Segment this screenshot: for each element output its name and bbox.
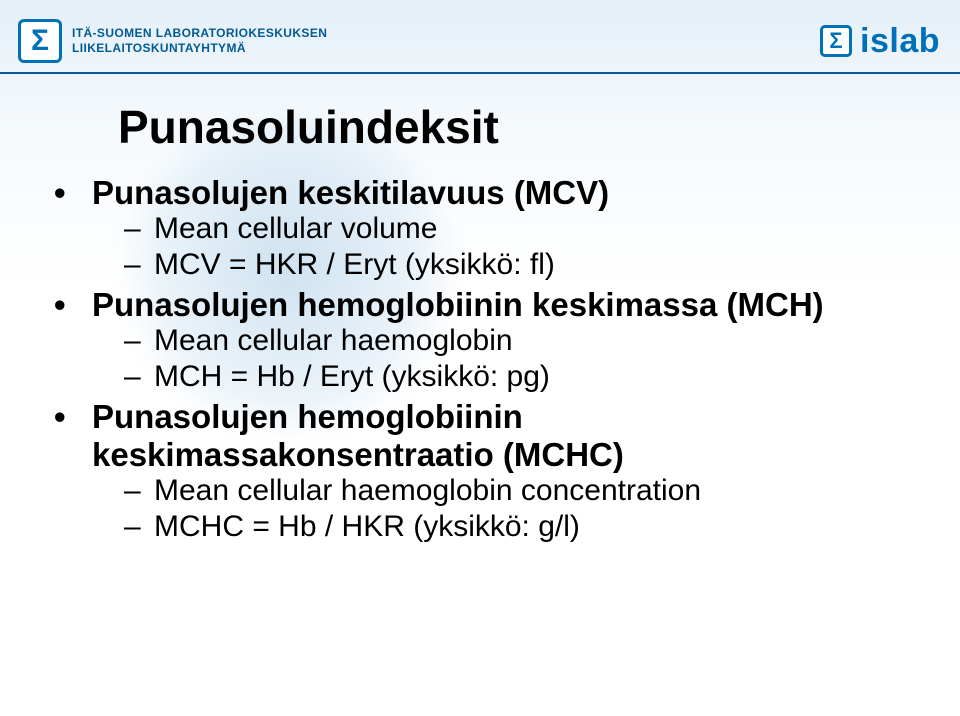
sigma-small-icon: Σ — [820, 25, 852, 57]
sub-item: MCH = Hb / Eryt (yksikkö: pg) — [124, 360, 920, 394]
sub-item: Mean cellular haemoglobin concentration — [124, 474, 920, 508]
bullet-text: Punasolujen hemoglobiinin keskimassa (MC… — [92, 286, 824, 324]
sub-item: MCV = HKR / Eryt (yksikkö: fl) — [124, 248, 920, 282]
slide-content: Punasoluindeksit Punasolujen keskitilavu… — [54, 100, 920, 548]
slide: Σ ITÄ-SUOMEN LABORATORIOKESKUKSEN LIIKEL… — [0, 0, 960, 716]
bullet-item: Punasolujen hemoglobiinin keskimassa (MC… — [54, 286, 920, 394]
sub-item: Mean cellular volume — [124, 212, 920, 246]
sub-text: Mean cellular haemoglobin — [154, 324, 513, 358]
slide-title: Punasoluindeksit — [118, 100, 920, 154]
bullet-item: Punasolujen keskitilavuus (MCV) Mean cel… — [54, 174, 920, 282]
sigma-logo-icon: Σ — [18, 19, 62, 63]
brand-left: Σ ITÄ-SUOMEN LABORATORIOKESKUKSEN LIIKEL… — [18, 19, 327, 63]
header-divider — [0, 72, 960, 74]
sub-text: Mean cellular volume — [154, 212, 437, 246]
org-line-2: LIIKELAITOSKUNTAYHTYMÄ — [72, 41, 327, 56]
sub-text: MCHC = Hb / HKR (yksikkö: g/l) — [154, 510, 580, 544]
sub-text: MCV = HKR / Eryt (yksikkö: fl) — [154, 248, 555, 282]
org-name: ITÄ-SUOMEN LABORATORIOKESKUKSEN LIIKELAI… — [72, 26, 327, 56]
bullet-text: Punasolujen hemoglobiinin keskimassakons… — [92, 398, 920, 474]
bullet-item: Punasolujen hemoglobiinin keskimassakons… — [54, 398, 920, 544]
sub-item: MCHC = Hb / HKR (yksikkö: g/l) — [124, 510, 920, 544]
header: Σ ITÄ-SUOMEN LABORATORIOKESKUKSEN LIIKEL… — [0, 0, 960, 74]
sub-list: Mean cellular haemoglobin concentration … — [124, 474, 920, 544]
islab-wordmark: islab — [860, 22, 940, 61]
sub-text: MCH = Hb / Eryt (yksikkö: pg) — [154, 360, 550, 394]
bullet-text: Punasolujen keskitilavuus (MCV) — [92, 174, 609, 212]
sub-item: Mean cellular haemoglobin — [124, 324, 920, 358]
org-line-1: ITÄ-SUOMEN LABORATORIOKESKUKSEN — [72, 26, 327, 41]
sub-list: Mean cellular haemoglobin MCH = Hb / Ery… — [124, 324, 920, 394]
sub-text: Mean cellular haemoglobin concentration — [154, 474, 701, 508]
sub-list: Mean cellular volume MCV = HKR / Eryt (y… — [124, 212, 920, 282]
brand-right: Σ islab — [820, 22, 940, 61]
bullet-list: Punasolujen keskitilavuus (MCV) Mean cel… — [54, 174, 920, 544]
